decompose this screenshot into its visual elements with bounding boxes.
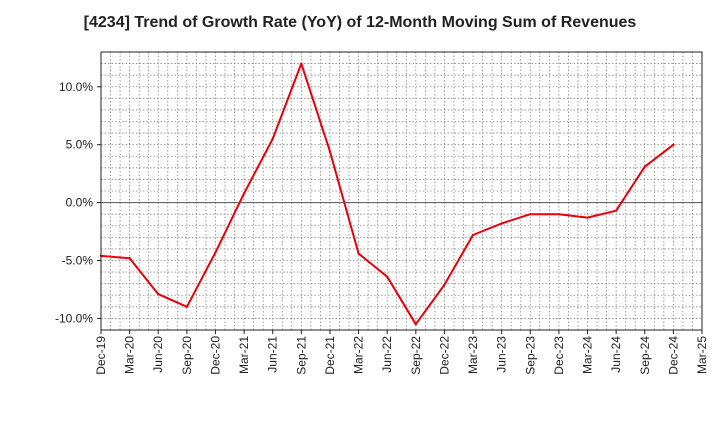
x-tick-label: Mar-25 — [695, 336, 709, 374]
x-tick-label: Mar-20 — [123, 336, 137, 374]
data-point — [128, 256, 131, 260]
x-tick-label: Dec-23 — [552, 336, 566, 375]
x-tick-label: Jun-23 — [495, 336, 509, 373]
data-point — [529, 212, 532, 216]
x-tick-label: Mar-21 — [237, 336, 251, 374]
plot-frame — [100, 51, 703, 331]
x-tick-label: Sep-22 — [409, 336, 423, 375]
x-tick-label: Mar-23 — [466, 336, 480, 374]
data-point — [643, 165, 646, 168]
data-point — [300, 62, 303, 65]
y-axis-tick-labels: 10.0% 5.0% 0.0% -5.0% -10.0% — [55, 80, 101, 325]
x-tick-label: Mar-22 — [352, 336, 366, 374]
series-line — [100, 62, 675, 326]
x-tick-label: Mar-24 — [581, 336, 595, 374]
data-point — [500, 222, 503, 225]
y-tick-label: 0.0% — [66, 196, 94, 210]
x-tick-label: Jun-22 — [380, 336, 394, 373]
data-point — [414, 323, 418, 326]
chart-title: [4234] Trend of Growth Rate (YoY) of 12-… — [83, 14, 637, 31]
x-tick-label: Jun-21 — [266, 336, 280, 373]
data-point — [357, 252, 360, 255]
data-point — [185, 305, 189, 309]
x-tick-label: Sep-24 — [638, 336, 652, 375]
x-tick-label: Jun-24 — [609, 336, 623, 373]
data-point — [557, 212, 561, 216]
x-tick-label: Dec-24 — [666, 336, 680, 375]
data-point — [271, 137, 274, 141]
data-point — [443, 283, 446, 287]
data-point — [471, 233, 475, 237]
x-tick-label: Sep-21 — [294, 336, 308, 375]
y-tick-label: 5.0% — [66, 138, 94, 152]
x-tick-label: Jun-20 — [151, 336, 165, 373]
y-tick-label: -5.0% — [62, 254, 94, 268]
x-tick-label: Sep-23 — [523, 336, 537, 375]
x-axis-tick-labels: Dec-19 Mar-20 Jun-20 Sep-20 Dec-20 Mar-21 Jun-… — [94, 330, 709, 375]
data-point — [242, 192, 246, 195]
x-tick-label: Dec-20 — [208, 336, 222, 375]
grid-lines — [101, 51, 702, 331]
series-group — [99, 62, 675, 326]
data-point — [328, 150, 332, 153]
data-point — [614, 209, 618, 212]
x-tick-label: Dec-19 — [94, 336, 108, 375]
data-point — [214, 251, 217, 254]
x-tick-label: Dec-22 — [437, 336, 451, 375]
x-tick-label: Dec-21 — [323, 336, 337, 375]
data-point — [672, 143, 675, 146]
y-tick-label: -10.0% — [55, 311, 93, 325]
data-point — [385, 275, 389, 278]
data-point — [157, 292, 160, 296]
data-point — [586, 216, 589, 219]
y-tick-label: 10.0% — [59, 80, 93, 94]
x-tick-label: Sep-20 — [180, 336, 194, 375]
